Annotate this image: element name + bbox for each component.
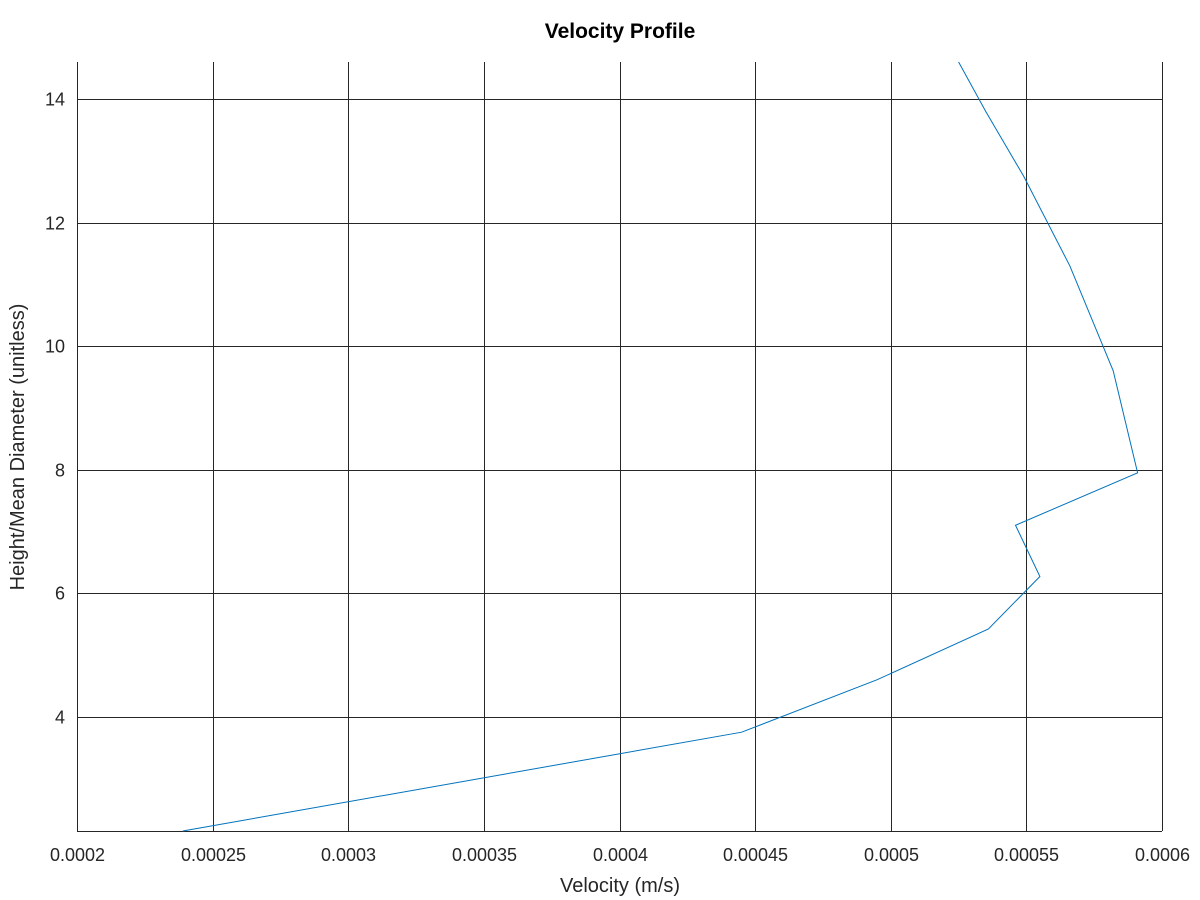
x-tick-label: 0.00055 xyxy=(994,845,1059,865)
y-tick-label: 6 xyxy=(55,584,65,604)
x-tick-label: 0.0003 xyxy=(321,845,376,865)
grid xyxy=(77,62,1163,831)
x-tick-label: 0.00045 xyxy=(723,845,788,865)
series-line xyxy=(182,61,1139,832)
y-tick-label: 10 xyxy=(45,337,65,357)
x-tick-label: 0.00035 xyxy=(452,845,517,865)
x-axis-label: Velocity (m/s) xyxy=(560,875,680,897)
chart-title: Velocity Profile xyxy=(545,20,696,43)
x-tick-label: 0.0006 xyxy=(1135,845,1190,865)
y-axis-label: Height/Mean Diameter (unitless) xyxy=(7,304,29,591)
y-tick-labels: 4 6 8 10 12 14 xyxy=(45,90,65,728)
series-group xyxy=(182,61,1139,832)
axes xyxy=(77,62,1163,832)
y-tick-label: 4 xyxy=(55,708,65,728)
x-tick-label: 0.0002 xyxy=(50,845,105,865)
x-tick-label: 0.0005 xyxy=(864,845,919,865)
x-tick-label: 0.0004 xyxy=(593,845,648,865)
y-tick-label: 12 xyxy=(45,214,65,234)
x-tick-label: 0.00025 xyxy=(181,845,246,865)
x-tick-labels: 0.0002 0.00025 0.0003 0.00035 0.0004 0.00045 0… xyxy=(50,845,1190,865)
y-tick-label: 8 xyxy=(55,461,65,481)
y-tick-label: 14 xyxy=(45,90,65,110)
